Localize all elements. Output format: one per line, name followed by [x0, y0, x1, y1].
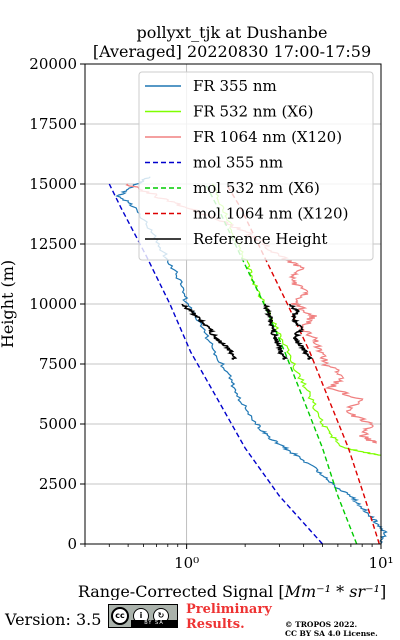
- x-axis: 10⁰ 10¹: [84, 544, 394, 572]
- series-reference-height-line: [181, 304, 238, 360]
- legend-label: mol 1064 nm (X120): [193, 205, 348, 223]
- series-reference-height-line: [262, 303, 289, 360]
- x-axis-label-close: ]: [380, 582, 386, 600]
- y-tick-label: 7500: [39, 355, 77, 373]
- y-tick-label: 17500: [29, 115, 77, 133]
- y-axis-label: Height (m): [0, 260, 17, 348]
- cc-badge-text: BY SA: [131, 620, 177, 627]
- series-mol-355-nm-line: [108, 183, 324, 545]
- preliminary-line2: Results.: [186, 617, 245, 632]
- y-tick-label: 12500: [29, 235, 77, 253]
- series-reference-height-line: [289, 304, 314, 360]
- x-tick-label: 10¹: [368, 554, 393, 572]
- copyright-note: © TROPOS 2022. CC BY SA 4.0 License.: [285, 620, 378, 638]
- y-axis: 0 2500 5000 7500 10000 12500 15000 17500 20000: [29, 55, 85, 553]
- y-tick-label: 10000: [29, 295, 77, 313]
- cc-license-badge[interactable]: cc i ↻ BY SA: [108, 604, 178, 628]
- copyright-line2: CC BY SA 4.0 License.: [285, 629, 378, 638]
- preliminary-line1: Preliminary: [186, 602, 272, 617]
- y-tick-label: 20000: [29, 55, 77, 73]
- x-axis-label: Range-Corrected Signal [Mm⁻¹ * sr⁻¹]: [78, 582, 386, 600]
- legend-label: FR 1064 nm (X120): [193, 128, 342, 146]
- copyright-line1: © TROPOS 2022.: [285, 620, 358, 629]
- plot-frame: [84, 63, 382, 545]
- x-axis-label-base: Range-Corrected Signal [: [78, 582, 285, 600]
- y-tick-label: 15000: [29, 175, 77, 193]
- y-tick-label: 0: [67, 535, 77, 553]
- legend-box: [138, 71, 374, 261]
- y-tick-label: 5000: [39, 415, 77, 433]
- cc-icon: cc: [111, 607, 129, 625]
- version-label: Version: 3.5: [5, 610, 102, 629]
- legend-label: mol 355 nm: [193, 154, 283, 172]
- y-tick-label: 2500: [39, 475, 77, 493]
- legend-label: mol 532 nm (X6): [193, 179, 320, 197]
- x-axis-label-unit: Mm⁻¹ * sr⁻¹: [284, 582, 380, 600]
- legend-label: Reference Height: [193, 230, 327, 248]
- chart-title-line1: pollyxt_tjk at Dushanbe: [136, 23, 327, 42]
- preliminary-results-note: Preliminary Results.: [186, 602, 272, 632]
- x-tick-label: 10⁰: [174, 554, 199, 572]
- legend-label: FR 355 nm: [193, 77, 277, 95]
- profile-chart: pollyxt_tjk at Dushanbe [Averaged] 20220…: [0, 23, 394, 600]
- chart-title-line2: [Averaged] 20220830 17:00-17:59: [93, 42, 371, 61]
- legend: FR 355 nm FR 532 nm (X6) FR 1064 nm (X120)…: [138, 71, 374, 261]
- legend-label: FR 532 nm (X6): [193, 103, 313, 121]
